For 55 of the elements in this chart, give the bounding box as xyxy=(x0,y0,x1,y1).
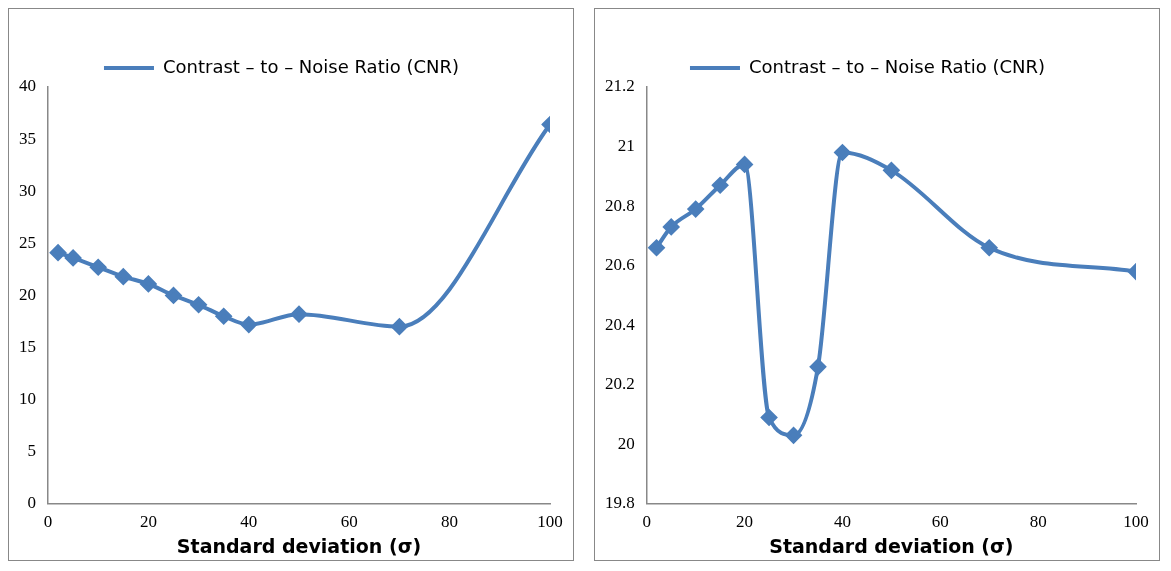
point xyxy=(215,308,232,325)
point xyxy=(687,201,704,218)
x-tick-label: 20 xyxy=(736,512,754,532)
point xyxy=(663,218,680,235)
x-tick-label: 100 xyxy=(537,512,563,532)
point xyxy=(785,427,802,444)
point xyxy=(981,239,998,256)
point xyxy=(883,162,900,179)
x-tick-label: 80 xyxy=(441,512,459,532)
x-tick-label: 0 xyxy=(642,512,651,532)
x-axis-title: Standard deviation (σ) xyxy=(769,534,1014,557)
y-tick-label: 35 xyxy=(19,128,36,148)
point xyxy=(115,268,132,285)
y-tick-label: 20.4 xyxy=(605,314,636,334)
x-tick-label: 40 xyxy=(240,512,258,532)
y-tick-label: 0 xyxy=(27,493,36,513)
y-tick-label: 40 xyxy=(19,76,36,96)
point xyxy=(140,275,157,292)
point xyxy=(50,244,67,261)
y-tick-label: 19.8 xyxy=(605,493,635,513)
point xyxy=(648,239,665,256)
x-tick-label: 60 xyxy=(340,512,358,532)
point xyxy=(834,144,851,161)
y-tick-label: 10 xyxy=(19,389,36,409)
point xyxy=(761,409,778,426)
x-tick-label: 40 xyxy=(833,512,851,532)
point xyxy=(809,358,826,375)
point xyxy=(291,306,307,323)
legend-label: Contrast – to – Noise Ratio (CNR) xyxy=(162,55,460,77)
x-tick-label: 60 xyxy=(931,512,949,532)
point xyxy=(736,156,753,173)
y-tick-label: 5 xyxy=(27,441,36,461)
y-tick-label: 15 xyxy=(19,336,36,356)
point xyxy=(712,177,729,194)
x-axis-title: Standard deviation (σ) xyxy=(176,534,422,557)
x-tick-label: 20 xyxy=(139,512,157,532)
y-tick-label: 21.2 xyxy=(605,76,635,96)
y-tick-label: 20.2 xyxy=(605,374,635,394)
y-tick-label: 20.6 xyxy=(605,255,635,275)
point xyxy=(190,296,207,313)
y-tick-label: 20 xyxy=(617,433,635,453)
y-tick-label: 20 xyxy=(19,284,36,304)
y-tick-label: 30 xyxy=(19,180,36,200)
x-tick-label: 100 xyxy=(1123,512,1149,532)
point xyxy=(391,318,408,335)
y-tick-label: 25 xyxy=(19,232,36,252)
legend-label: Contrast – to – Noise Ratio (CNR) xyxy=(748,55,1046,77)
x-tick-label: 0 xyxy=(43,512,53,532)
x-tick-label: 80 xyxy=(1029,512,1047,532)
point xyxy=(240,316,257,333)
point xyxy=(165,287,182,304)
y-tick-label: 21 xyxy=(617,136,635,156)
point xyxy=(65,249,82,266)
y-tick-label: 20.8 xyxy=(605,195,635,215)
point xyxy=(90,259,107,276)
